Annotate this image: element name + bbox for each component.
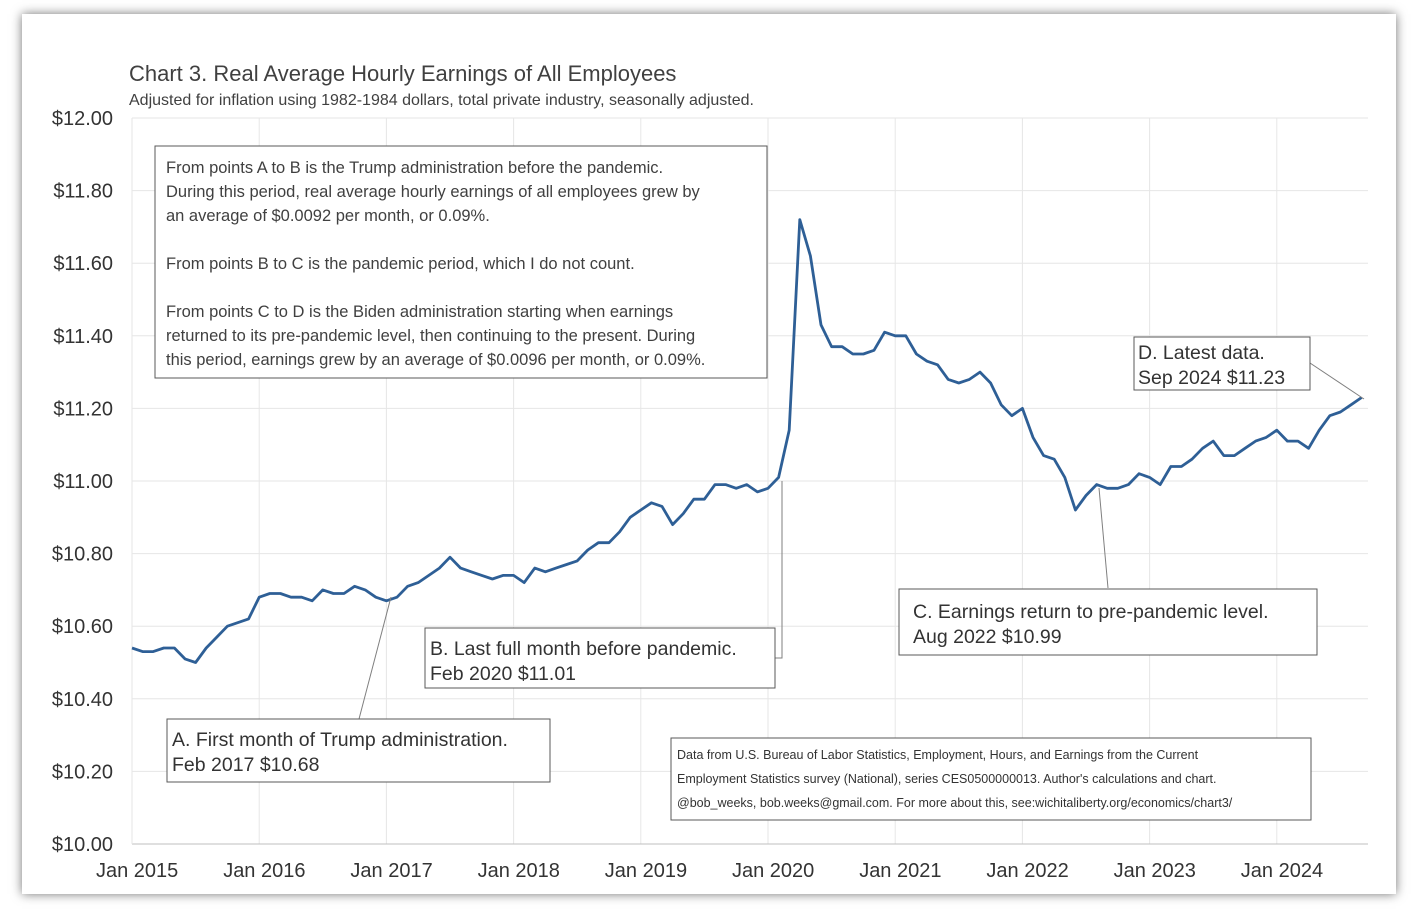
source-line: Employment Statistics survey (National),… <box>677 772 1216 786</box>
x-tick-label: Jan 2016 <box>223 860 305 882</box>
y-tick-label: $12.00 <box>52 108 113 130</box>
callout-d-line1: D. Latest data. <box>1138 342 1265 364</box>
note-line: From points B to C is the pandemic perio… <box>166 255 635 273</box>
y-tick-label: $10.00 <box>52 834 113 856</box>
x-tick-label: Jan 2017 <box>350 860 432 882</box>
callout-c: C. Earnings return to pre-pandemic level… <box>898 588 1318 656</box>
callout-a-line1: A. First month of Trump administration. <box>172 729 508 751</box>
y-tick-label: $10.20 <box>52 761 113 783</box>
callout-a-line2: Feb 2017 $10.68 <box>172 754 319 776</box>
callout-d-line2: Sep 2024 $11.23 <box>1138 367 1285 389</box>
y-tick-label: $11.20 <box>53 398 113 420</box>
callout-b-line2: Feb 2020 $11.01 <box>430 663 576 685</box>
series-line <box>131 218 1363 664</box>
note-box: From points A to B is the Trump administ… <box>154 145 768 379</box>
x-tick-label: Jan 2024 <box>1241 860 1323 882</box>
callout-b-line1: B. Last full month before pandemic. <box>430 638 737 660</box>
callout-a-leader <box>358 596 392 720</box>
source-box: Data from U.S. Bureau of Labor Statistic… <box>670 737 1312 821</box>
note-line: this period, earnings grew by an average… <box>166 351 705 369</box>
callout-b: B. Last full month before pandemic. Feb … <box>424 627 776 689</box>
x-axis-tick-labels: Jan 2015 Jan 2016 Jan 2017 Jan 2018 Jan 2019… <box>96 860 1323 882</box>
note-line: an average of $0.0092 per month, or 0.09… <box>166 207 490 225</box>
x-tick-label: Jan 2018 <box>478 860 560 882</box>
callout-b-leader <box>775 481 783 659</box>
y-tick-label: $10.60 <box>52 616 113 638</box>
y-tick-label: $11.60 <box>53 253 113 275</box>
note-line: From points A to B is the Trump administ… <box>166 159 663 177</box>
note-line: returned to its pre-pandemic level, then… <box>166 327 695 345</box>
chart-subtitle: Adjusted for inflation using 1982-1984 d… <box>129 92 754 109</box>
note-line: During this period, real average hourly … <box>166 183 701 201</box>
y-tick-label: $11.00 <box>53 471 113 493</box>
x-tick-label: Jan 2019 <box>605 860 687 882</box>
x-tick-label: Jan 2021 <box>859 860 941 882</box>
callout-a: A. First month of Trump administration. … <box>166 718 551 783</box>
x-tick-label: Jan 2015 <box>96 860 178 882</box>
x-tick-label: Jan 2022 <box>986 860 1068 882</box>
callout-c-leader <box>1098 487 1109 589</box>
callout-c-line2: Aug 2022 $10.99 <box>913 626 1062 648</box>
y-tick-label: $10.40 <box>52 689 113 711</box>
source-line: @bob_weeks, bob.weeks@gmail.com. For mor… <box>677 796 1233 810</box>
x-tick-label: Jan 2023 <box>1114 860 1196 882</box>
y-tick-label: $10.80 <box>52 544 113 566</box>
y-tick-label: $11.80 <box>53 181 113 203</box>
callout-c-line1: C. Earnings return to pre-pandemic level… <box>913 601 1269 623</box>
x-tick-label: Jan 2020 <box>732 860 814 882</box>
series-lines <box>131 218 1363 664</box>
callout-d-leader <box>1309 362 1365 400</box>
note-line: From points C to D is the Biden administ… <box>166 303 673 321</box>
chart-title: Chart 3. Real Average Hourly Earnings of… <box>129 61 676 86</box>
callout-d: D. Latest data. Sep 2024 $11.23 <box>1133 336 1311 391</box>
y-tick-label: $11.40 <box>53 326 113 348</box>
y-axis-tick-labels: $12.00 $11.80 $11.60 $11.40 $11.20 $11.00 $10.… <box>52 108 113 856</box>
source-line: Data from U.S. Bureau of Labor Statistic… <box>677 748 1199 762</box>
